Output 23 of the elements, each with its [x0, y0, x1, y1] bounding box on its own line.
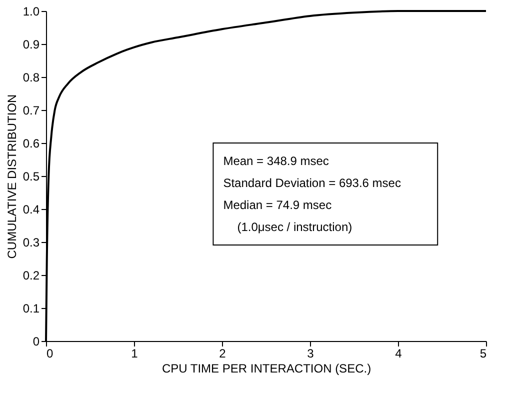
x-tick-label: 1: [131, 346, 138, 360]
y-tick-label: 0.1: [22, 302, 40, 316]
annotation: (1.0μsec / instruction): [237, 220, 352, 234]
x-tick-label: 5: [480, 346, 487, 360]
y-tick-label: 0.4: [22, 202, 40, 216]
x-axis-title: CPU TIME PER INTERACTION (SEC.): [162, 362, 372, 376]
y-tick-label: 0.7: [22, 104, 40, 118]
y-tick-label: 0.5: [22, 170, 40, 184]
annotation: Median = 74.9 msec: [223, 198, 332, 212]
x-tick-label: 2: [219, 346, 226, 360]
x-tick-label: 3: [307, 346, 314, 360]
annotation: Standard Deviation = 693.6 msec: [223, 176, 401, 190]
x-tick-label: 0: [46, 346, 54, 360]
y-axis-title: CUMULATIVE DISTRIBUTION: [4, 94, 19, 259]
y-tick-label: 0.3: [22, 236, 40, 250]
x-tick-label: 4: [395, 346, 402, 360]
y-tick-label: 0.8: [22, 70, 40, 84]
y-tick-label: 0.6: [22, 136, 40, 150]
y-tick-label: 0.9: [22, 38, 40, 52]
y-tick-label: 0: [32, 334, 40, 348]
y-tick-label: 1.0: [22, 4, 40, 18]
annotation: Mean = 348.9 msec: [223, 154, 329, 168]
y-tick-label: 0.2: [22, 268, 40, 282]
